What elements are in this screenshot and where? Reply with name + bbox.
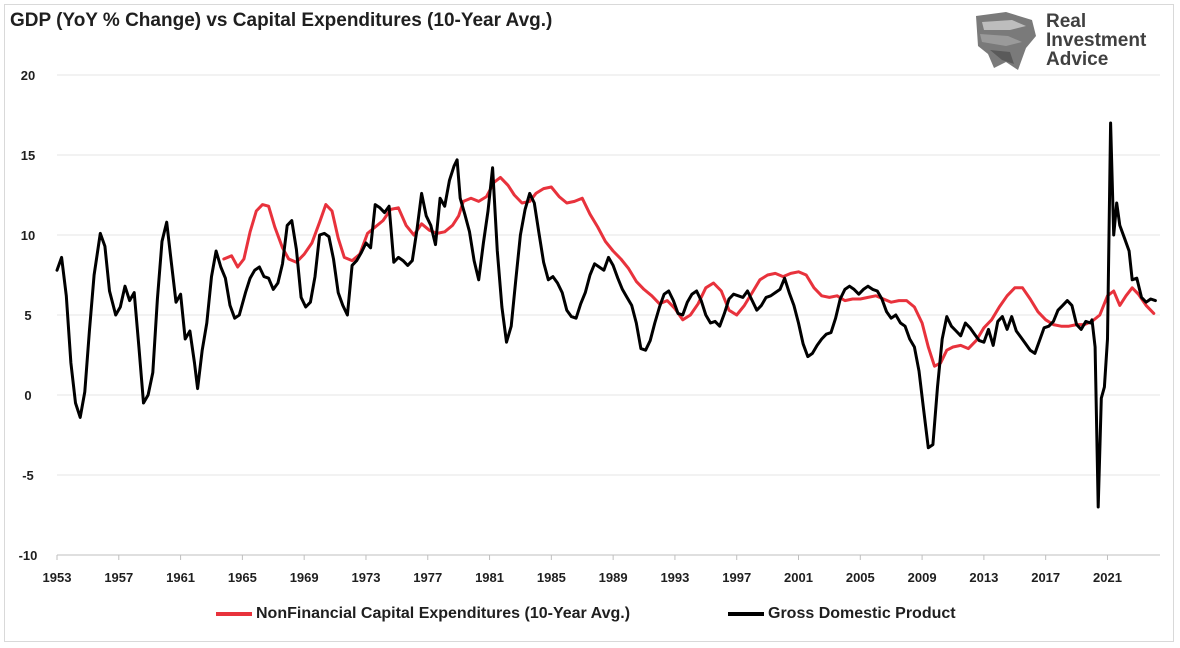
x-tick-label: 1969 bbox=[290, 570, 319, 585]
y-tick-label: 20 bbox=[21, 68, 35, 83]
x-tick-label: 1989 bbox=[599, 570, 628, 585]
chart-frame bbox=[4, 4, 1174, 642]
y-tick-label: -5 bbox=[22, 468, 34, 483]
legend-item-capex: NonFinancial Capital Expenditures (10-Ye… bbox=[216, 605, 630, 623]
x-axis: 1953 1957 1961 1965 1969 1973 1977 1981 1985 1989… bbox=[43, 554, 1160, 585]
chart-title: GDP (YoY % Change) vs Capital Expenditur… bbox=[10, 10, 553, 31]
series-line-capex bbox=[222, 175, 1156, 368]
logo-line: Real bbox=[1046, 11, 1087, 32]
x-tick-label: 2005 bbox=[846, 570, 875, 585]
x-tick-label: 1977 bbox=[413, 570, 442, 585]
x-tick-label: 1961 bbox=[166, 570, 195, 585]
x-tick-label: 1957 bbox=[104, 570, 133, 585]
x-tick-label: 1981 bbox=[475, 570, 504, 585]
eagle-head-icon bbox=[976, 12, 1036, 70]
x-tick-label: 1993 bbox=[660, 570, 689, 585]
legend-label-gdp: Gross Domestic Product bbox=[768, 605, 956, 622]
x-tick-label: 1985 bbox=[537, 570, 566, 585]
y-tick-label: 10 bbox=[21, 228, 35, 243]
x-tick-label: 2021 bbox=[1093, 570, 1122, 585]
legend-item-gdp: Gross Domestic Product bbox=[728, 605, 956, 623]
x-tick-label: 2017 bbox=[1031, 570, 1060, 585]
series-lines bbox=[55, 121, 1157, 509]
x-tick-label: 1997 bbox=[722, 570, 751, 585]
x-tick-label: 2009 bbox=[908, 570, 937, 585]
logo-text: Real Investment Advice bbox=[1046, 12, 1146, 69]
legend-swatch-gdp bbox=[728, 612, 764, 616]
x-tick-label: 1965 bbox=[228, 570, 257, 585]
x-tick-label: 1953 bbox=[43, 570, 72, 585]
x-tick-label: 2013 bbox=[969, 570, 998, 585]
y-tick-label: 0 bbox=[24, 388, 31, 403]
y-axis-ticks: 20 15 10 5 0 -5 -10 bbox=[19, 68, 38, 563]
logo-line: Advice bbox=[1046, 49, 1109, 70]
legend: NonFinancial Capital Expenditures (10-Ye… bbox=[0, 605, 1180, 629]
y-tick-label: -10 bbox=[19, 548, 38, 563]
series-line-gdp bbox=[55, 121, 1157, 509]
legend-label-capex: NonFinancial Capital Expenditures (10-Ye… bbox=[256, 605, 631, 622]
logo-line: Investment bbox=[1046, 30, 1147, 51]
y-tick-label: 5 bbox=[24, 308, 31, 323]
x-tick-label: 1973 bbox=[352, 570, 381, 585]
legend-swatch-capex bbox=[216, 612, 252, 616]
x-tick-label: 2001 bbox=[784, 570, 813, 585]
y-tick-label: 15 bbox=[21, 148, 35, 163]
